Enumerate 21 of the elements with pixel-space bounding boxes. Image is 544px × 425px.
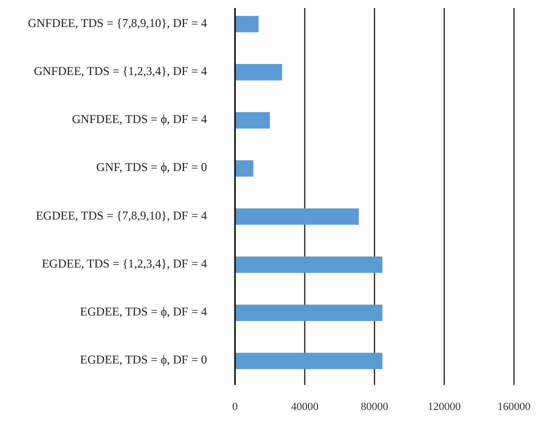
- bar: [235, 304, 382, 321]
- y-tick-label: EGDEE, TDS = ϕ, DF = 4: [80, 304, 207, 319]
- y-tick-label: EGDEE, TDS = {7,8,9,10}, DF = 4: [36, 208, 207, 222]
- bar: [235, 352, 382, 370]
- y-tick-label: GNFDEE, TDS = ϕ, DF = 4: [72, 112, 207, 126]
- bar: [235, 64, 282, 80]
- bar: [235, 160, 254, 177]
- x-tick-label: 80000: [360, 401, 389, 413]
- x-tick-label: 40000: [291, 401, 319, 413]
- bar: [235, 112, 270, 128]
- y-tick-label: GNFDEE, TDS = {7,8,9,10}, DF = 4: [28, 16, 207, 30]
- y-tick-label: EGDEE, TDS = {1,2,3,4}, DF = 4: [42, 256, 207, 270]
- y-tick-label: GNFDEE, TDS = {1,2,3,4}, DF = 4: [34, 64, 207, 78]
- bar: [235, 256, 382, 273]
- y-tick-label: GNF, TDS = ϕ, DF = 0: [96, 160, 207, 174]
- y-tick-label: EGDEE, TDS = ϕ, DF = 0: [80, 352, 207, 367]
- bar: [235, 208, 359, 225]
- x-tick-label: 120000: [428, 401, 462, 413]
- x-tick-label: 160000: [498, 401, 531, 413]
- bar: [235, 16, 259, 32]
- x-tick-label: 0: [232, 401, 238, 413]
